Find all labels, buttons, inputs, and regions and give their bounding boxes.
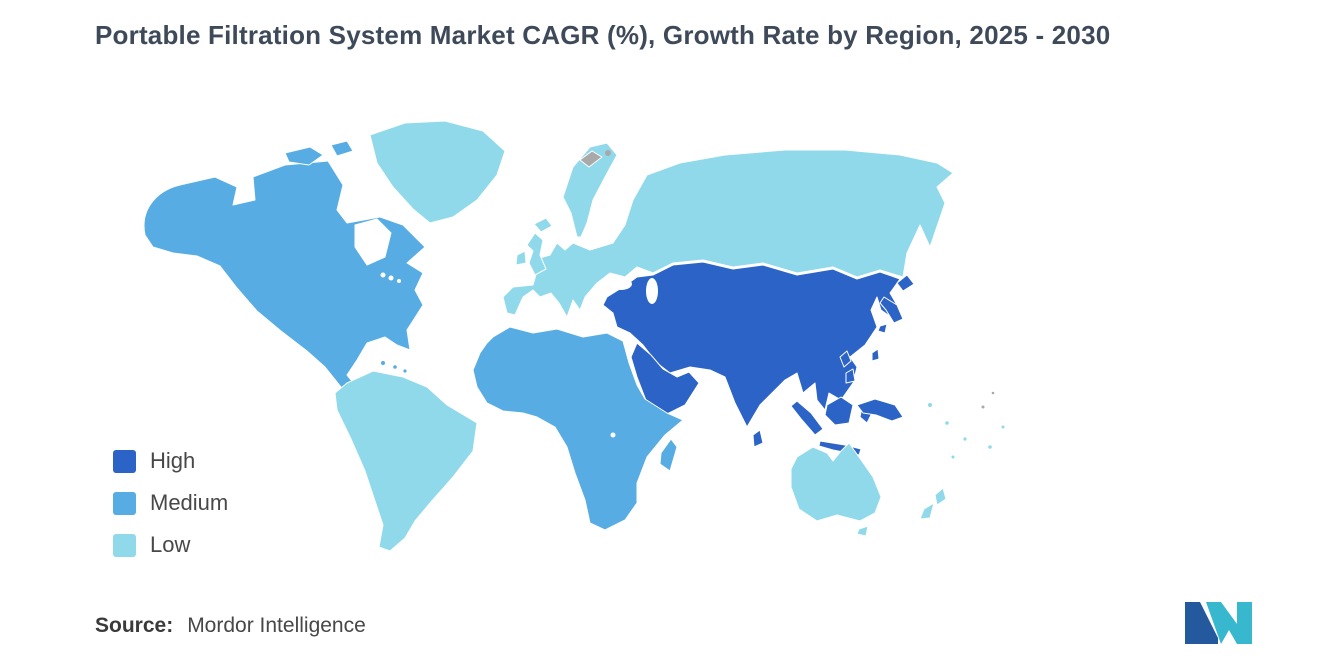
legend-swatch-medium — [113, 491, 136, 515]
region-canadian-arctic-islands-2 — [330, 140, 354, 157]
region-scandinavia — [562, 142, 618, 238]
region-philippines-north — [839, 350, 852, 368]
region-canadian-arctic-islands — [284, 146, 324, 166]
region-south-america — [334, 370, 478, 552]
logo-right-shape — [1206, 602, 1252, 644]
legend-label-low: Low — [150, 532, 191, 557]
region-new-guinea — [856, 398, 904, 422]
region-pacific-island-nodata — [981, 405, 985, 409]
caspian-sea — [646, 278, 658, 304]
region-pacific-island-nodata — [991, 391, 995, 395]
region-pacific-island — [945, 421, 949, 425]
region-pacific-island — [963, 437, 967, 441]
legend: High Medium Low — [113, 448, 228, 558]
region-madagascar — [659, 438, 678, 472]
region-ireland — [515, 250, 527, 266]
mordor-intelligence-logo — [1185, 602, 1252, 644]
region-asia — [602, 261, 901, 428]
region-arabian-peninsula — [630, 342, 700, 418]
black-sea — [610, 278, 632, 290]
region-japan-hokkaido — [896, 274, 915, 292]
region-pacific-island — [951, 455, 955, 459]
legend-swatch-high — [113, 449, 136, 473]
region-sumatra — [790, 400, 824, 436]
region-japan-kyushu — [877, 323, 888, 334]
region-taiwan — [871, 348, 880, 362]
logo-left-shape — [1185, 602, 1218, 644]
region-new-zealand-north — [934, 487, 947, 506]
region-pacific-island — [928, 403, 932, 407]
source-row: Source: Mordor Intelligence — [95, 614, 366, 638]
region-caribbean-island — [403, 369, 407, 373]
region-svalbard-islet — [605, 150, 611, 156]
legend-item-medium: Medium — [113, 490, 228, 516]
region-caribbean-island — [381, 361, 385, 365]
region-united-kingdom — [526, 232, 547, 276]
lake-victoria — [610, 432, 616, 438]
region-new-zealand-south — [919, 502, 935, 520]
region-pacific-island — [988, 445, 992, 449]
region-svalbard — [579, 150, 603, 168]
source-value: Mordor Intelligence — [187, 614, 366, 637]
region-tasmania — [856, 525, 869, 537]
region-greenland — [369, 120, 506, 224]
great-lake — [388, 275, 394, 281]
region-iceland — [533, 217, 553, 233]
legend-item-high: High — [113, 448, 228, 474]
chart-title: Portable Filtration System Market CAGR (… — [95, 20, 1111, 50]
region-borneo — [824, 396, 854, 426]
legend-label-medium: Medium — [150, 490, 229, 515]
world-map-svg — [143, 120, 1005, 552]
region-philippines-south — [845, 368, 856, 384]
world-map — [85, 105, 1035, 580]
region-caribbean-island — [393, 365, 397, 369]
great-lake — [380, 272, 386, 278]
region-north-america — [143, 160, 426, 402]
region-europe-russia — [502, 149, 954, 318]
source-label: Source: — [95, 614, 174, 637]
legend-swatch-low — [113, 533, 136, 557]
region-sri-lanka — [752, 429, 764, 448]
region-japan-honshu — [879, 296, 904, 324]
legend-label-high: High — [150, 448, 196, 473]
great-lake — [397, 279, 401, 283]
region-pacific-island — [1001, 425, 1005, 429]
region-africa — [472, 326, 684, 531]
region-australia — [790, 442, 882, 522]
legend-item-low: Low — [113, 532, 228, 558]
